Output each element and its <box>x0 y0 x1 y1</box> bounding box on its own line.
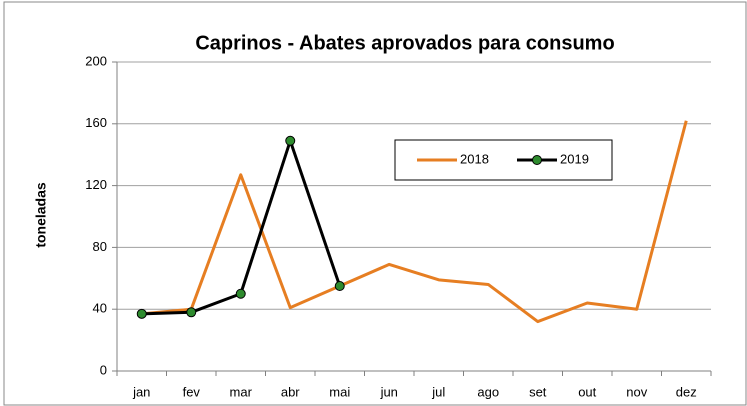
y-tick-label: 160 <box>85 115 107 130</box>
series-line <box>141 120 688 324</box>
legend-label: 2019 <box>560 151 589 166</box>
point-marker <box>186 307 197 318</box>
y-tick-label: 200 <box>85 53 107 68</box>
x-tick-label: jun <box>380 384 398 399</box>
x-tick-label: ago <box>477 384 499 399</box>
x-tick-label: mar <box>230 384 253 399</box>
x-tick-label: fev <box>183 384 201 399</box>
x-tick-label: jul <box>431 384 445 399</box>
y-axis-label: toneladas <box>33 182 49 248</box>
legend-marker <box>532 155 542 165</box>
y-tick-label: 80 <box>93 239 107 254</box>
x-tick-label: dez <box>676 384 697 399</box>
x-tick-label: abr <box>281 384 300 399</box>
y-tick-label: 40 <box>93 301 107 316</box>
x-tick-label: nov <box>626 384 647 399</box>
legend-label: 2018 <box>460 151 489 166</box>
x-tick-label: mai <box>329 384 350 399</box>
x-tick-label: jan <box>132 384 150 399</box>
x-tick-label: out <box>578 384 596 399</box>
chart-frame <box>3 1 747 406</box>
point-marker <box>334 281 345 292</box>
chart-title: Caprinos - Abates aprovados para consumo <box>195 32 614 54</box>
x-tick-label: set <box>529 384 547 399</box>
point-marker <box>136 308 147 319</box>
point-marker <box>235 288 246 299</box>
y-tick-label: 0 <box>100 362 107 377</box>
y-tick-label: 120 <box>85 177 107 192</box>
point-marker <box>285 135 296 146</box>
